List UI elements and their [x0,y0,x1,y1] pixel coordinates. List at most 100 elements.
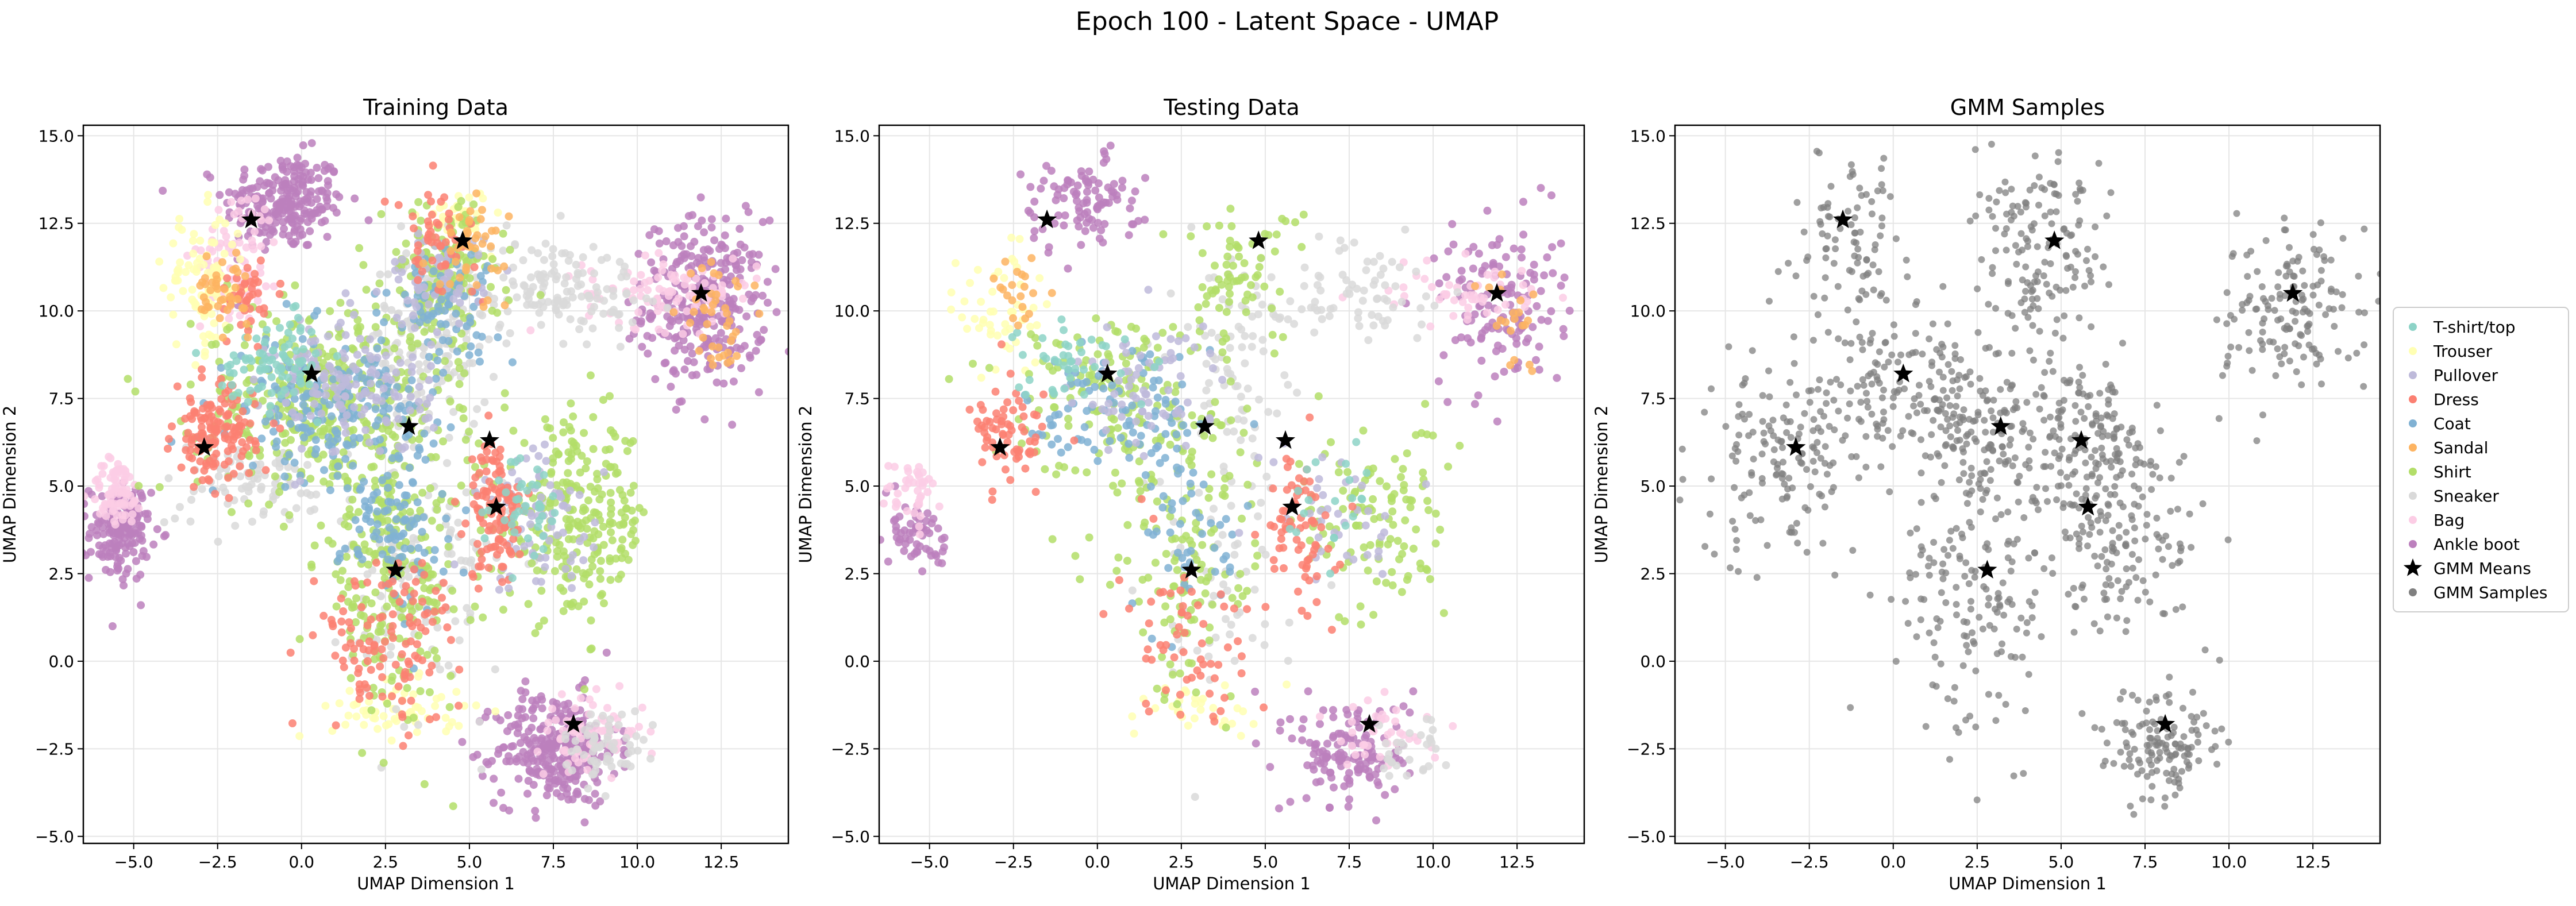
data-point [680,365,689,374]
data-point [1095,193,1103,202]
data-point [1039,176,1048,185]
data-point [391,661,400,669]
data-point [545,784,554,793]
data-point [592,719,600,728]
data-point [637,271,645,279]
data-point [615,310,623,318]
data-point [580,429,588,437]
data-point [400,723,409,731]
data-point [392,717,401,725]
data-point [378,476,387,484]
data-point [370,641,379,649]
data-point [510,528,519,537]
data-point [341,331,350,340]
data-point [438,593,446,602]
data-point [443,623,452,631]
data-point [343,484,352,492]
data-point [455,636,464,645]
data-point [356,688,364,697]
data-point [576,524,585,533]
data-point [640,735,648,744]
data-point [580,533,588,541]
data-point [1543,253,1551,261]
data-point [434,253,443,262]
data-point [276,323,284,332]
data-point [506,329,514,337]
data-point [537,321,545,329]
data-point [225,323,234,332]
data-point [228,401,237,410]
data-point [710,269,718,277]
data-point [680,250,688,259]
data-point [1286,797,1295,806]
data-point [559,529,567,537]
data-point [188,237,197,245]
data-point [173,267,182,275]
data-point [629,286,638,294]
data-point [371,405,380,413]
data-point [593,469,601,478]
data-point [1104,199,1113,207]
data-point [428,516,436,525]
data-point [411,651,419,660]
data-point [258,320,267,329]
data-point [577,280,586,289]
data-point [420,429,429,438]
data-point [413,452,422,460]
data-point [229,351,238,360]
data-point [248,290,257,299]
data-point [592,283,600,291]
data-point [632,325,640,334]
data-point [280,206,288,214]
data-point [371,302,380,311]
data-point [280,180,289,188]
data-point [553,547,561,556]
data-point [484,760,492,769]
data-point [341,720,350,729]
data-point [446,280,455,288]
data-point [378,619,386,628]
data-point [1474,391,1483,400]
data-point [407,516,416,525]
data-point [336,576,345,584]
data-point [226,292,234,301]
data-point [496,467,505,475]
data-point [211,340,220,348]
data-point [418,267,426,276]
y-tick-label: 0.0 [48,652,74,671]
data-point [552,481,561,489]
data-point [441,520,450,529]
data-point [418,559,426,567]
data-point [588,562,597,571]
data-point [190,407,199,415]
data-point [338,656,347,665]
data-point [469,481,478,489]
data-point [411,257,419,265]
data-point [502,286,510,294]
data-point [549,698,557,707]
data-point [503,727,511,735]
scatter-points [879,125,1574,824]
data-point [455,380,464,388]
data-point [361,497,369,506]
data-point [687,252,696,260]
data-point [265,230,274,239]
data-point [675,341,683,350]
data-point [479,303,488,311]
data-point [527,273,535,282]
data-point [389,479,398,487]
data-point [401,544,409,553]
data-point [439,437,447,446]
data-point [324,536,333,545]
data-point [476,215,485,223]
data-point [462,488,471,497]
data-point [182,268,190,276]
data-point [572,789,580,798]
data-point [1553,373,1561,382]
data-point [1537,315,1546,324]
data-point [579,556,588,565]
data-point [413,618,422,627]
data-point [206,423,215,432]
data-point [303,489,311,498]
data-point [1469,242,1478,251]
